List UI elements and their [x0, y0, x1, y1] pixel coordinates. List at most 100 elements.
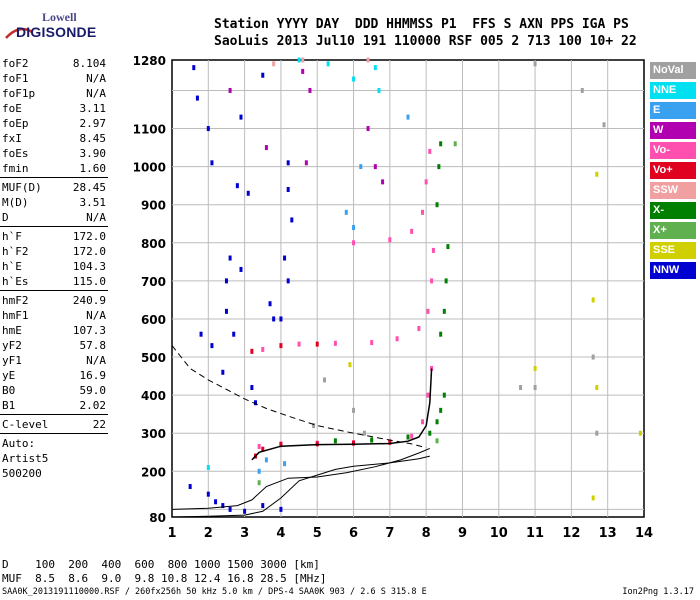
echo-point — [279, 506, 283, 512]
ionogram-chart: 1 2 3 4 5 6 7 8 9 10 11 12 13 14802003004005006007008… — [133, 54, 653, 541]
param-row: fmin 1.60 — [0, 161, 112, 176]
echo-point — [210, 160, 214, 166]
virtual-height-trace — [251, 368, 433, 461]
echo-point — [261, 346, 265, 352]
echo-point — [348, 362, 352, 368]
echo-point — [322, 377, 326, 383]
echo-point — [257, 480, 261, 486]
param-label: hmF1 — [2, 309, 29, 322]
legend-item-x-: X- — [650, 202, 696, 219]
param-row: M(D) 3.51 — [0, 195, 112, 210]
param-value: 104.3 — [72, 260, 106, 273]
echo-point — [283, 461, 287, 467]
footer-version: Ion2Png 1.3.17 — [622, 587, 694, 597]
param-value: 28.45 — [72, 181, 106, 194]
legend-item-vo-: Vo- — [650, 142, 696, 159]
ionospheric-parameters-panel: foF2 8.104 foF1 N/A foF1p N/A foE 3.11 foEp 2.97 f… — [0, 56, 112, 481]
param-label: foF2 — [2, 57, 29, 70]
echo-point — [188, 484, 192, 490]
echo-point — [442, 308, 446, 314]
echo-point — [373, 65, 377, 71]
param-label: foEp — [2, 117, 29, 130]
x-tick-label: 10 — [490, 526, 508, 541]
echo-point — [352, 240, 356, 246]
param-separator — [0, 177, 108, 178]
x-tick-label: 6 — [349, 526, 358, 541]
y-tick-label: 800 — [141, 237, 166, 251]
param-label: foF1 — [2, 72, 29, 85]
echo-point — [221, 369, 225, 375]
logo-digisonde-text: DIGISONDE — [16, 24, 97, 40]
echo-point — [308, 87, 312, 93]
autoscaling-info: Artist5 — [2, 452, 49, 465]
echo-point — [580, 87, 584, 93]
y-tick-label: 1100 — [133, 123, 166, 137]
echo-point — [228, 506, 232, 512]
echo-point — [381, 179, 385, 185]
echo-point — [430, 365, 434, 371]
x-tick-label: 11 — [526, 526, 544, 541]
echo-point — [312, 423, 316, 429]
header-fields-line: Station YYYY DAY DDD HHMMSS P1 FFS S AXN… — [214, 17, 629, 32]
muf-distance-table: D 100 200 400 600 800 1000 1500 3000 [km… — [2, 558, 327, 586]
echo-point — [439, 407, 443, 413]
param-label: yF2 — [2, 339, 22, 352]
legend-item-nnw: NNW — [650, 262, 696, 279]
echo-point — [430, 278, 434, 284]
echo-point — [421, 419, 425, 425]
distance-row: D 100 200 400 600 800 1000 1500 3000 [km… — [2, 558, 320, 571]
x-tick-label: 13 — [599, 526, 617, 541]
param-value: 8.104 — [72, 57, 106, 70]
echo-point — [315, 341, 319, 347]
param-label: fmin — [2, 162, 29, 175]
param-value: 3.11 — [79, 102, 107, 115]
param-value: 59.0 — [79, 384, 107, 397]
param-value: 3.51 — [79, 196, 107, 209]
param-row: foF2 8.104 — [0, 56, 112, 71]
param-value: 2.02 — [79, 399, 107, 412]
x-tick-label: 9 — [458, 526, 467, 541]
echo-point — [442, 392, 446, 398]
echo-point — [257, 468, 261, 474]
param-label: M(D) — [2, 196, 29, 209]
echo-point — [533, 365, 537, 371]
x-tick-label: 1 — [167, 526, 176, 541]
param-row: h`F2 172.0 — [0, 244, 112, 259]
x-tick-label: 2 — [204, 526, 213, 541]
y-tick-label: 200 — [141, 465, 166, 479]
echo-point — [301, 68, 305, 74]
autoscaling-info: 500200 — [2, 467, 42, 480]
param-row: hmF1 N/A — [0, 308, 112, 323]
polarization-legend: NoVal NNE E W Vo- Vo+ SSW X- X+ SSE NNW — [650, 62, 696, 282]
echo-point — [352, 76, 356, 82]
echo-point — [333, 438, 337, 444]
profile-trace — [171, 447, 430, 510]
echo-point — [406, 114, 410, 120]
param-row: yF1 N/A — [0, 353, 112, 368]
param-row: foF1p N/A — [0, 86, 112, 101]
y-tick-label: 400 — [141, 389, 166, 403]
echo-point — [388, 237, 392, 243]
echo-point — [435, 438, 439, 444]
param-label: h`F — [2, 230, 22, 243]
legend-item-nne: NNE — [650, 82, 696, 99]
param-value: 1.60 — [79, 162, 107, 175]
y-tick-label: 80 — [149, 511, 166, 525]
echo-point — [410, 228, 414, 234]
logo-arc-icon — [5, 27, 33, 39]
true-height-trace — [171, 455, 430, 518]
echo-point — [446, 244, 450, 250]
echo-point — [595, 385, 599, 391]
param-value: 115.0 — [72, 275, 106, 288]
echo-point — [272, 61, 276, 67]
echo-point — [206, 464, 210, 470]
echo-point — [246, 190, 250, 196]
echo-point — [195, 95, 199, 101]
echo-point — [352, 225, 356, 231]
echo-point — [591, 495, 595, 501]
legend-item-noval: NoVal — [650, 62, 696, 79]
param-row: D N/A — [0, 210, 112, 225]
echo-point — [232, 331, 236, 337]
echo-point — [421, 209, 425, 215]
y-tick-label: 300 — [141, 427, 166, 441]
